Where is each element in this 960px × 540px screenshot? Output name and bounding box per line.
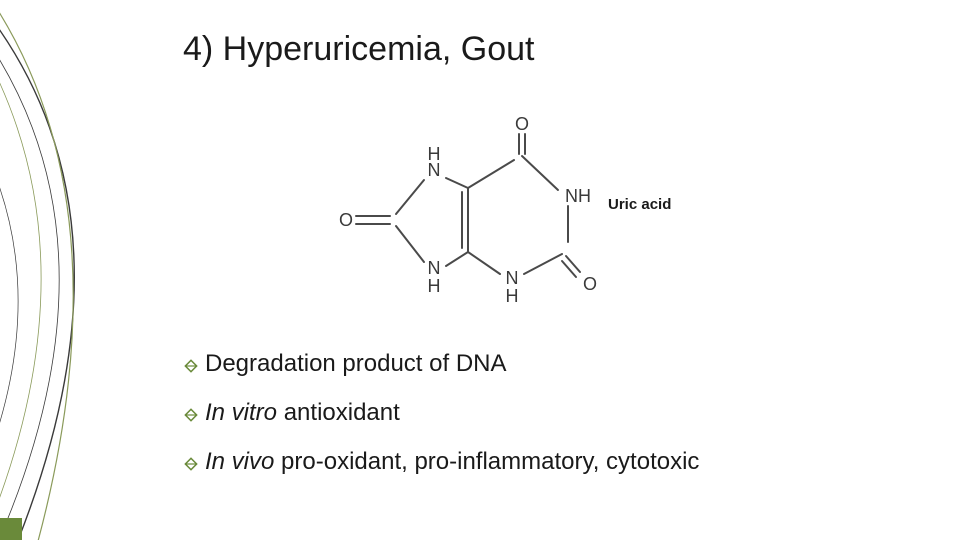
diamond-bullet-icon [183, 456, 199, 472]
bullet-item: In vitro antioxidant [183, 399, 903, 428]
svg-text:H: H [506, 286, 519, 306]
svg-text:N: N [428, 258, 441, 278]
diamond-bullet-icon [183, 358, 199, 374]
accent-square [0, 518, 22, 540]
molecule-structure: O NH O N H N H N H O [300, 110, 620, 310]
svg-text:H: H [428, 276, 441, 296]
svg-text:NH: NH [565, 186, 591, 206]
bullet-text: Degradation product of DNA [205, 350, 507, 379]
bullet-item: In vivo pro-oxidant, pro-inflammatory, c… [183, 448, 903, 477]
diamond-bullet-icon [183, 407, 199, 423]
molecule-label: Uric acid [608, 196, 671, 213]
bullet-item: Degradation product of DNA [183, 350, 903, 379]
slide-title: 4) Hyperuricemia, Gout [183, 30, 534, 69]
slide: 4) Hyperuricemia, Gout [0, 0, 960, 540]
bullet-text: In vivo pro-oxidant, pro-inflammatory, c… [205, 448, 699, 477]
svg-text:N: N [506, 268, 519, 288]
svg-text:O: O [339, 210, 353, 230]
svg-text:O: O [515, 114, 529, 134]
svg-text:H: H [428, 144, 441, 164]
decorative-curves [0, 0, 200, 540]
bullet-text: In vitro antioxidant [205, 399, 400, 428]
svg-text:O: O [583, 274, 597, 294]
bullet-list: Degradation product of DNA In vitro anti… [183, 350, 903, 496]
